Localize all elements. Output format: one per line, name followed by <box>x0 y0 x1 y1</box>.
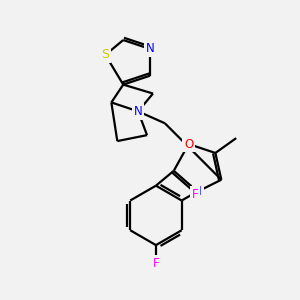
Text: O: O <box>184 138 193 151</box>
Text: F: F <box>192 188 199 201</box>
Text: S: S <box>101 48 110 62</box>
Text: F: F <box>153 257 159 270</box>
Text: N: N <box>146 42 154 56</box>
Text: N: N <box>134 105 142 118</box>
Text: N: N <box>193 185 202 198</box>
